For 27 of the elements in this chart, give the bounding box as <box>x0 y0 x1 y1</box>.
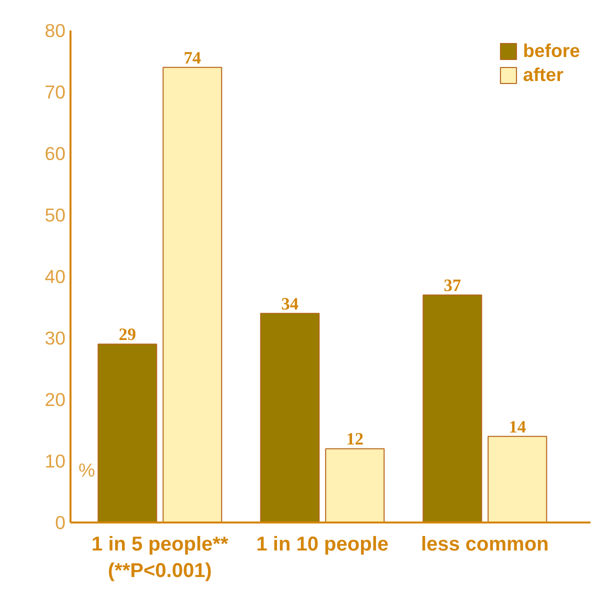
y-tick-label: 50 <box>44 204 66 226</box>
data-label: 14 <box>508 417 526 436</box>
legend-label: before <box>522 40 580 62</box>
y-tick-label: 10 <box>44 450 66 472</box>
bar <box>488 436 548 522</box>
y-tick-label: 70 <box>44 82 66 102</box>
y-tick-label: 80 <box>44 20 66 41</box>
x-tick-label: 1 in 5 people** (**P<0.001) <box>92 534 228 582</box>
y-tick-label: 40 <box>44 266 66 287</box>
data-label: 74 <box>184 48 202 68</box>
data-label: 34 <box>281 294 299 314</box>
y-tick-label: 0 <box>55 512 66 533</box>
bar <box>325 448 385 522</box>
y-tick-label: 20 <box>44 389 66 410</box>
data-label: 12 <box>346 430 364 449</box>
y-tick-label: 60 <box>44 143 66 164</box>
data-label: 37 <box>444 276 462 295</box>
y-axis-title: % <box>78 460 96 480</box>
bar <box>162 66 222 522</box>
data-label: 29 <box>118 325 136 344</box>
x-tick-label: 1 in 10 people <box>256 534 389 556</box>
bar <box>260 312 320 522</box>
y-tick-label: 30 <box>44 328 66 348</box>
legend-label: after <box>522 64 564 86</box>
bar <box>98 344 158 522</box>
bar <box>422 294 482 522</box>
x-tick-label: less common <box>420 534 549 556</box>
